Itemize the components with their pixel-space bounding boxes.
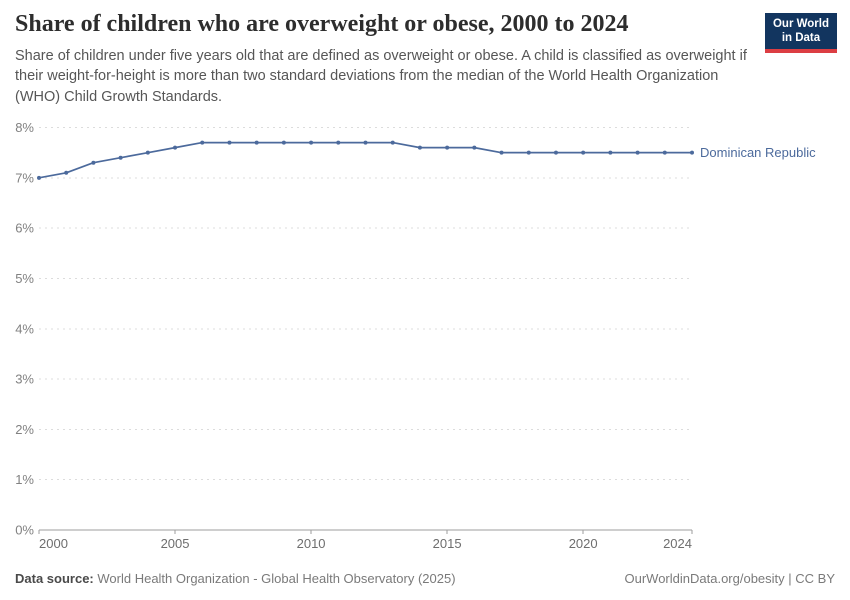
data-point[interactable] [91,160,96,165]
data-point[interactable] [64,170,69,175]
data-point[interactable] [472,145,477,150]
chart-footer: Data source: World Health Organization -… [15,571,835,586]
owid-logo[interactable]: Our World in Data [764,13,837,54]
data-point[interactable] [363,140,368,145]
x-axis-tick-label: 2020 [569,536,598,551]
y-axis-tick-label: 6% [15,221,34,236]
data-point[interactable] [227,140,232,145]
y-axis-tick-label: 0% [15,523,34,538]
data-point[interactable] [553,150,558,155]
y-axis-tick-label: 3% [15,372,34,387]
data-point[interactable] [608,150,613,155]
data-point[interactable] [690,150,694,155]
x-axis-tick-label: 2000 [39,536,68,551]
chart-header: Share of children who are overweight or … [15,10,760,108]
data-point[interactable] [145,150,150,155]
series-label[interactable]: Dominican Republic [700,145,816,160]
data-point[interactable] [445,145,450,150]
data-source: Data source: World Health Organization -… [15,571,456,586]
y-axis-tick-label: 5% [15,271,34,286]
x-axis-tick-label: 2010 [297,536,326,551]
series-line-dominican-republic[interactable] [38,141,693,179]
data-point[interactable] [118,155,123,160]
y-axis-tick-label: 4% [15,321,34,336]
data-point[interactable] [417,145,422,150]
data-point[interactable] [662,150,667,155]
data-source-value: World Health Organization - Global Healt… [97,571,456,586]
x-axis-tick-label: 2015 [433,536,462,551]
y-axis-tick-label: 1% [15,472,34,487]
chart-subtitle: Share of children under five years old t… [15,47,747,105]
data-source-label: Data source: [15,571,94,586]
data-point[interactable] [526,150,531,155]
owid-logo-line1: Our World [772,18,829,30]
y-axis-tick-label: 7% [15,170,34,185]
data-point[interactable] [309,140,314,145]
chart-title: Share of children who are overweight or … [15,11,629,37]
x-axis-tick-label: 2024 [663,536,692,551]
y-axis-tick-label: 8% [15,120,34,135]
data-point[interactable] [173,145,178,150]
data-point[interactable] [635,150,640,155]
data-point[interactable] [336,140,341,145]
data-point[interactable] [254,140,259,145]
data-point[interactable] [281,140,286,145]
data-point[interactable] [390,140,395,145]
attribution-link[interactable]: OurWorldinData.org/obesity | CC BY [624,571,836,586]
data-point[interactable] [200,140,205,145]
data-point[interactable] [581,150,586,155]
data-point[interactable] [499,150,504,155]
y-axis-tick-label: 2% [15,422,34,437]
owid-logo-line2: in Data [781,31,821,44]
data-point[interactable] [37,175,41,180]
x-axis-tick-label: 2005 [161,536,190,551]
